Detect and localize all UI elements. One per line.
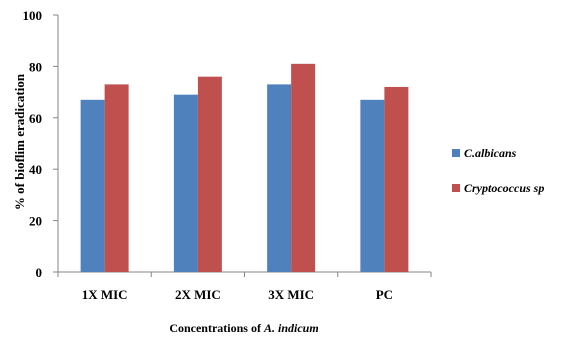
y-tick-label: 40 bbox=[29, 162, 42, 177]
y-tick-label: 60 bbox=[29, 111, 42, 126]
legend-swatch bbox=[452, 149, 460, 157]
y-axis: 0 20 40 60 80 100 bbox=[23, 8, 59, 280]
x-tick-label: 1X MIC bbox=[82, 287, 128, 302]
bar-cryptococcus bbox=[104, 84, 129, 272]
bar-c-albicans bbox=[360, 99, 385, 272]
x-axis: 1X MIC 2X MIC 3X MIC PC bbox=[57, 271, 432, 302]
bar-cryptococcus bbox=[197, 76, 222, 273]
bar-c-albicans bbox=[173, 94, 198, 272]
bars bbox=[80, 63, 409, 273]
x-tick-label: 2X MIC bbox=[175, 287, 221, 302]
y-tick-label: 100 bbox=[23, 8, 43, 23]
bar-cryptococcus bbox=[384, 86, 409, 273]
bar-cryptococcus bbox=[291, 63, 316, 272]
y-tick-label: 20 bbox=[29, 214, 42, 229]
x-tick-label: PC bbox=[376, 287, 393, 302]
y-tick-label: 80 bbox=[29, 59, 42, 74]
y-tick-label: 0 bbox=[36, 265, 43, 280]
bar-c-albicans bbox=[267, 84, 292, 272]
legend-label: C.albicans bbox=[464, 146, 517, 160]
legend-label: Cryptococcus sp bbox=[464, 181, 544, 195]
x-axis-label-prefix: Concentrations of bbox=[169, 321, 264, 335]
y-axis-label: % of bioflim eradication bbox=[12, 73, 27, 210]
legend: C.albicans Cryptococcus sp bbox=[452, 146, 544, 195]
legend-swatch bbox=[452, 184, 460, 192]
x-axis-label-italic: A. indicum bbox=[263, 321, 319, 335]
x-axis-label: Concentrations of A. indicum bbox=[169, 321, 318, 335]
x-tick-label: 3X MIC bbox=[268, 287, 314, 302]
bar-c-albicans bbox=[80, 99, 105, 272]
